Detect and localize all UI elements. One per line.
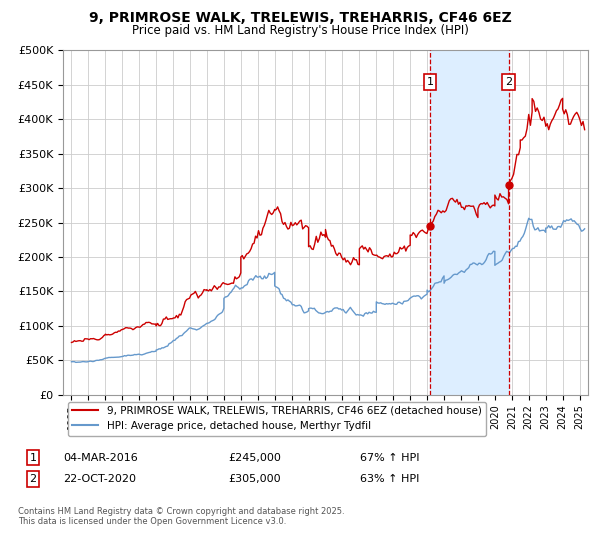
Text: 9, PRIMROSE WALK, TRELEWIS, TREHARRIS, CF46 6EZ: 9, PRIMROSE WALK, TRELEWIS, TREHARRIS, C… <box>89 11 511 25</box>
Text: 2: 2 <box>505 77 512 87</box>
Text: Price paid vs. HM Land Registry's House Price Index (HPI): Price paid vs. HM Land Registry's House … <box>131 24 469 36</box>
Text: £305,000: £305,000 <box>228 474 281 484</box>
Text: £245,000: £245,000 <box>228 452 281 463</box>
Text: Contains HM Land Registry data © Crown copyright and database right 2025.
This d: Contains HM Land Registry data © Crown c… <box>18 507 344 526</box>
Bar <box>430 50 509 395</box>
Text: 63% ↑ HPI: 63% ↑ HPI <box>360 474 419 484</box>
Text: 67% ↑ HPI: 67% ↑ HPI <box>360 452 419 463</box>
Text: 22-OCT-2020: 22-OCT-2020 <box>63 474 136 484</box>
Legend: 9, PRIMROSE WALK, TRELEWIS, TREHARRIS, CF46 6EZ (detached house), HPI: Average p: 9, PRIMROSE WALK, TRELEWIS, TREHARRIS, C… <box>68 402 486 436</box>
Text: 04-MAR-2016: 04-MAR-2016 <box>63 452 138 463</box>
Text: 1: 1 <box>427 77 433 87</box>
Text: 1: 1 <box>29 452 37 463</box>
Text: 2: 2 <box>29 474 37 484</box>
